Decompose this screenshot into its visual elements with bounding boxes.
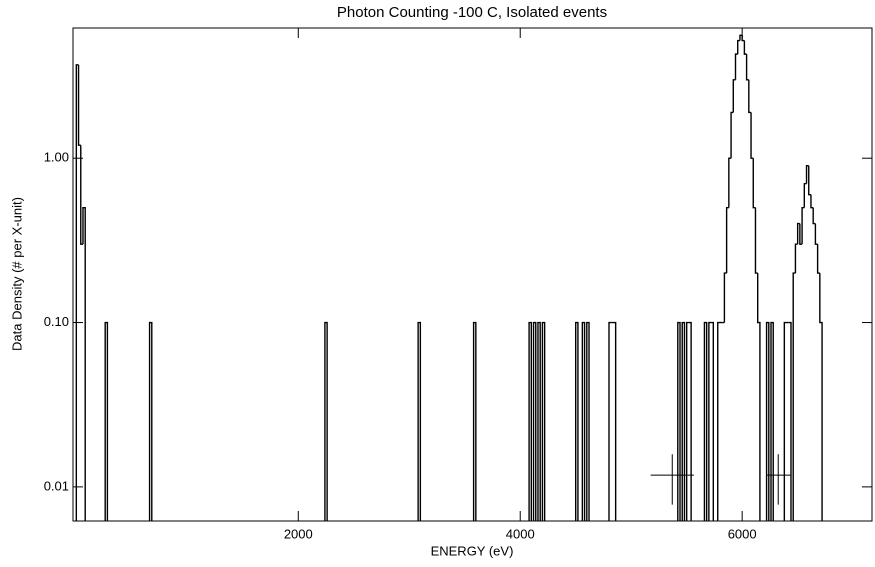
histogram-bin: [810, 194, 814, 209]
histogram-bin: [717, 321, 720, 521]
histogram-bin: [812, 207, 816, 225]
histogram-bin: [575, 321, 579, 521]
histogram-bin: [819, 273, 823, 521]
histogram-bin: [796, 222, 800, 245]
x-tick-label: 6000: [728, 526, 757, 541]
histogram-bin: [750, 112, 754, 159]
histogram-bin: [677, 321, 681, 521]
histogram-bin: [770, 321, 774, 521]
histogram-bin: [417, 321, 422, 521]
y-tick-label: 0.01: [44, 478, 69, 493]
histogram-bin: [808, 165, 811, 196]
histogram-bin: [765, 321, 770, 521]
histogram-bin: [528, 321, 533, 521]
histogram-bin: [739, 34, 743, 41]
histogram-bin: [581, 321, 586, 521]
histogram-bin: [728, 157, 732, 208]
histogram-bin: [732, 79, 736, 113]
histogram-bin: [748, 79, 752, 114]
y-tick-label: 1.00: [44, 150, 69, 165]
histogram-bin: [608, 321, 612, 521]
histogram-bin: [816, 244, 820, 274]
histogram-bin: [472, 321, 477, 521]
histogram-bin: [541, 321, 546, 521]
x-tick-label: 2000: [284, 526, 313, 541]
y-tick-label: 0.10: [44, 314, 69, 329]
histogram-bin: [801, 206, 805, 245]
histogram-bin: [613, 321, 617, 521]
histogram-bin: [708, 321, 712, 521]
histogram-bin: [814, 223, 818, 245]
histogram-bin: [537, 321, 541, 521]
histogram-bin: [752, 158, 756, 209]
histogram-bin: [324, 321, 328, 521]
histogram-bin: [723, 272, 727, 323]
histogram-bin: [148, 321, 153, 521]
histogram-bin: [711, 321, 715, 521]
histogram-bin: [80, 145, 83, 245]
histogram-bin: [783, 321, 787, 521]
histogram-bin: [799, 223, 803, 245]
histogram-bin: [688, 321, 692, 521]
x-tick-label: 4000: [506, 526, 535, 541]
histogram-bin: [730, 111, 734, 159]
histogram-bin: [725, 206, 729, 274]
chart-title: Photon Counting -100 C, Isolated events: [337, 4, 607, 21]
y-axis-label: Data Density (# per X-unit): [9, 197, 24, 351]
histogram-bin: [685, 321, 689, 521]
histogram-bin: [104, 321, 109, 521]
histogram-bin: [75, 64, 79, 521]
histogram-bin: [754, 207, 758, 274]
histogram-bin: [681, 321, 686, 521]
histogram-bin: [737, 39, 740, 55]
histogram-bin: [805, 165, 809, 184]
x-axis-label: ENERGY (eV): [431, 543, 514, 558]
histogram-bin: [756, 273, 761, 521]
histogram-bin: [745, 54, 749, 81]
histogram-bin: [532, 321, 537, 521]
histogram-bin: [794, 243, 798, 274]
histogram-bin: [703, 321, 708, 521]
histogram-bin: [741, 35, 745, 42]
histogram-bin: [82, 206, 86, 521]
histogram-bin: [743, 40, 747, 55]
histogram-bin: [77, 64, 81, 146]
histogram-bin: [586, 321, 590, 521]
histogram-bin: [734, 53, 738, 80]
histogram-bin: [803, 182, 807, 208]
plot-frame: [72, 27, 873, 522]
histogram-bin: [792, 272, 796, 521]
histogram-bin: [788, 321, 792, 521]
